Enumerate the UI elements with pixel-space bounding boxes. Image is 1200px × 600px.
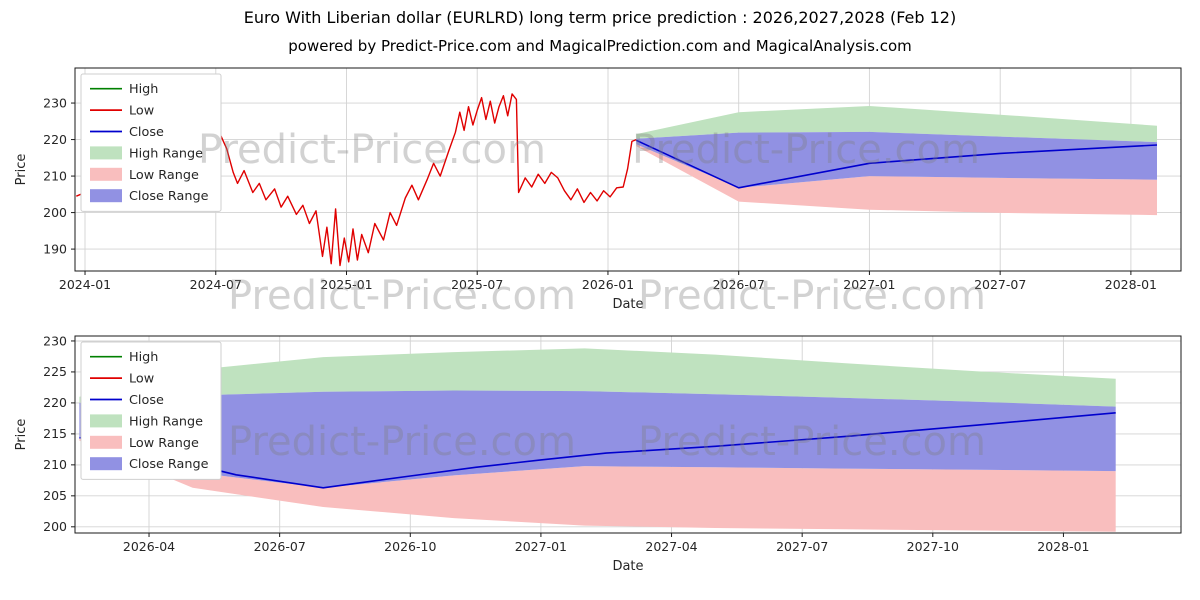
x-tick-label: 2026-07 bbox=[713, 277, 765, 292]
legend: High Low Close High Range Low Range Close Ran… bbox=[80, 73, 222, 212]
y-tick-label: 205 bbox=[43, 488, 67, 503]
legend-label: Close bbox=[129, 393, 164, 408]
x-axis-label: Date bbox=[612, 297, 643, 312]
legend-swatch-close_range bbox=[90, 189, 122, 203]
x-tick-label: 2026-10 bbox=[384, 539, 436, 554]
x-tick-label: 2027-07 bbox=[974, 277, 1026, 292]
page-subtitle: powered by Predict-Price.com and Magical… bbox=[288, 37, 912, 55]
legend-label: High bbox=[129, 350, 158, 365]
chart-bottom-prediction-detail: 2026-04 2026-07 2026-10 2027-01 2027-04 2027-… bbox=[14, 333, 1182, 574]
x-tick-label: 2027-01 bbox=[515, 539, 567, 554]
legend-swatch-low_range bbox=[90, 435, 122, 449]
plot-area: 2024-01 2024-07 2025-01 2025-07 2026-01 2026-… bbox=[14, 67, 1182, 312]
x-tick-label: 2026-04 bbox=[123, 539, 175, 554]
low-range-band bbox=[636, 144, 1157, 216]
legend-label: Close Range bbox=[129, 457, 209, 472]
y-tick-label: 220 bbox=[43, 132, 67, 147]
legend-label: Low bbox=[129, 372, 154, 387]
plot-area: 2026-04 2026-07 2026-10 2027-01 2027-04 2027-… bbox=[14, 333, 1182, 574]
close-range-band bbox=[636, 131, 1157, 188]
legend-label: Low Range bbox=[129, 436, 199, 451]
axes-frame bbox=[74, 67, 1182, 272]
y-tick-label: 230 bbox=[43, 333, 67, 348]
x-tick-label: 2024-01 bbox=[59, 277, 111, 292]
y-tick-label: 200 bbox=[43, 205, 67, 220]
close-prediction-line bbox=[635, 139, 1158, 189]
x-tick-label: 2028-01 bbox=[1037, 539, 1089, 554]
legend: High Low Close High Range Low Range Close Ran… bbox=[80, 341, 222, 480]
y-tick-label: 210 bbox=[43, 457, 67, 472]
x-tick-label: 2026-01 bbox=[582, 277, 634, 292]
x-axis-label: Date bbox=[612, 559, 643, 574]
legend-label: Close bbox=[129, 125, 164, 140]
y-tick-label: 210 bbox=[43, 168, 67, 183]
y-axis-label: Price bbox=[14, 154, 29, 186]
legend-swatch-low_range bbox=[90, 167, 122, 181]
x-tick-label: 2028-01 bbox=[1105, 277, 1157, 292]
y-axis-label: Price bbox=[14, 419, 29, 451]
y-tick-label: 220 bbox=[43, 395, 67, 410]
y-tick-label: 225 bbox=[43, 364, 67, 379]
legend-label: High Range bbox=[129, 414, 203, 429]
x-tick-label: 2027-04 bbox=[645, 539, 697, 554]
x-tick-label: 2027-10 bbox=[907, 539, 959, 554]
y-tick-label: 230 bbox=[43, 95, 67, 110]
x-tick-label: 2025-01 bbox=[320, 277, 372, 292]
y-tick-label: 200 bbox=[43, 519, 67, 534]
legend-label: Close Range bbox=[129, 189, 209, 204]
x-tick-label: 2027-07 bbox=[776, 539, 828, 554]
high-range-band bbox=[79, 348, 1116, 407]
legend-label: Low bbox=[129, 104, 154, 119]
x-tick-label: 2027-01 bbox=[843, 277, 895, 292]
legend-swatch-high_range bbox=[90, 414, 122, 428]
axes-frame bbox=[74, 335, 1182, 534]
y-tick-label: 190 bbox=[43, 241, 67, 256]
legend-swatch-close_range bbox=[90, 457, 122, 471]
high-range-band bbox=[636, 106, 1157, 143]
close-range-band bbox=[79, 390, 1116, 488]
y-tick-label: 215 bbox=[43, 426, 67, 441]
legend-label: High Range bbox=[129, 146, 203, 161]
low-range-band bbox=[79, 438, 1116, 532]
x-tick-label: 2026-07 bbox=[254, 539, 306, 554]
chart-top-price-history-prediction: 2024-01 2024-07 2025-01 2025-07 2026-01 2026-… bbox=[14, 67, 1182, 312]
x-tick-label: 2024-07 bbox=[190, 277, 242, 292]
legend-swatch-high_range bbox=[90, 146, 122, 160]
page-title: Euro With Liberian dollar (EURLRD) long … bbox=[243, 8, 957, 27]
legend-label: High bbox=[129, 82, 158, 97]
x-tick-label: 2025-07 bbox=[451, 277, 503, 292]
legend-label: Low Range bbox=[129, 168, 199, 183]
close-prediction-line bbox=[79, 412, 1116, 489]
